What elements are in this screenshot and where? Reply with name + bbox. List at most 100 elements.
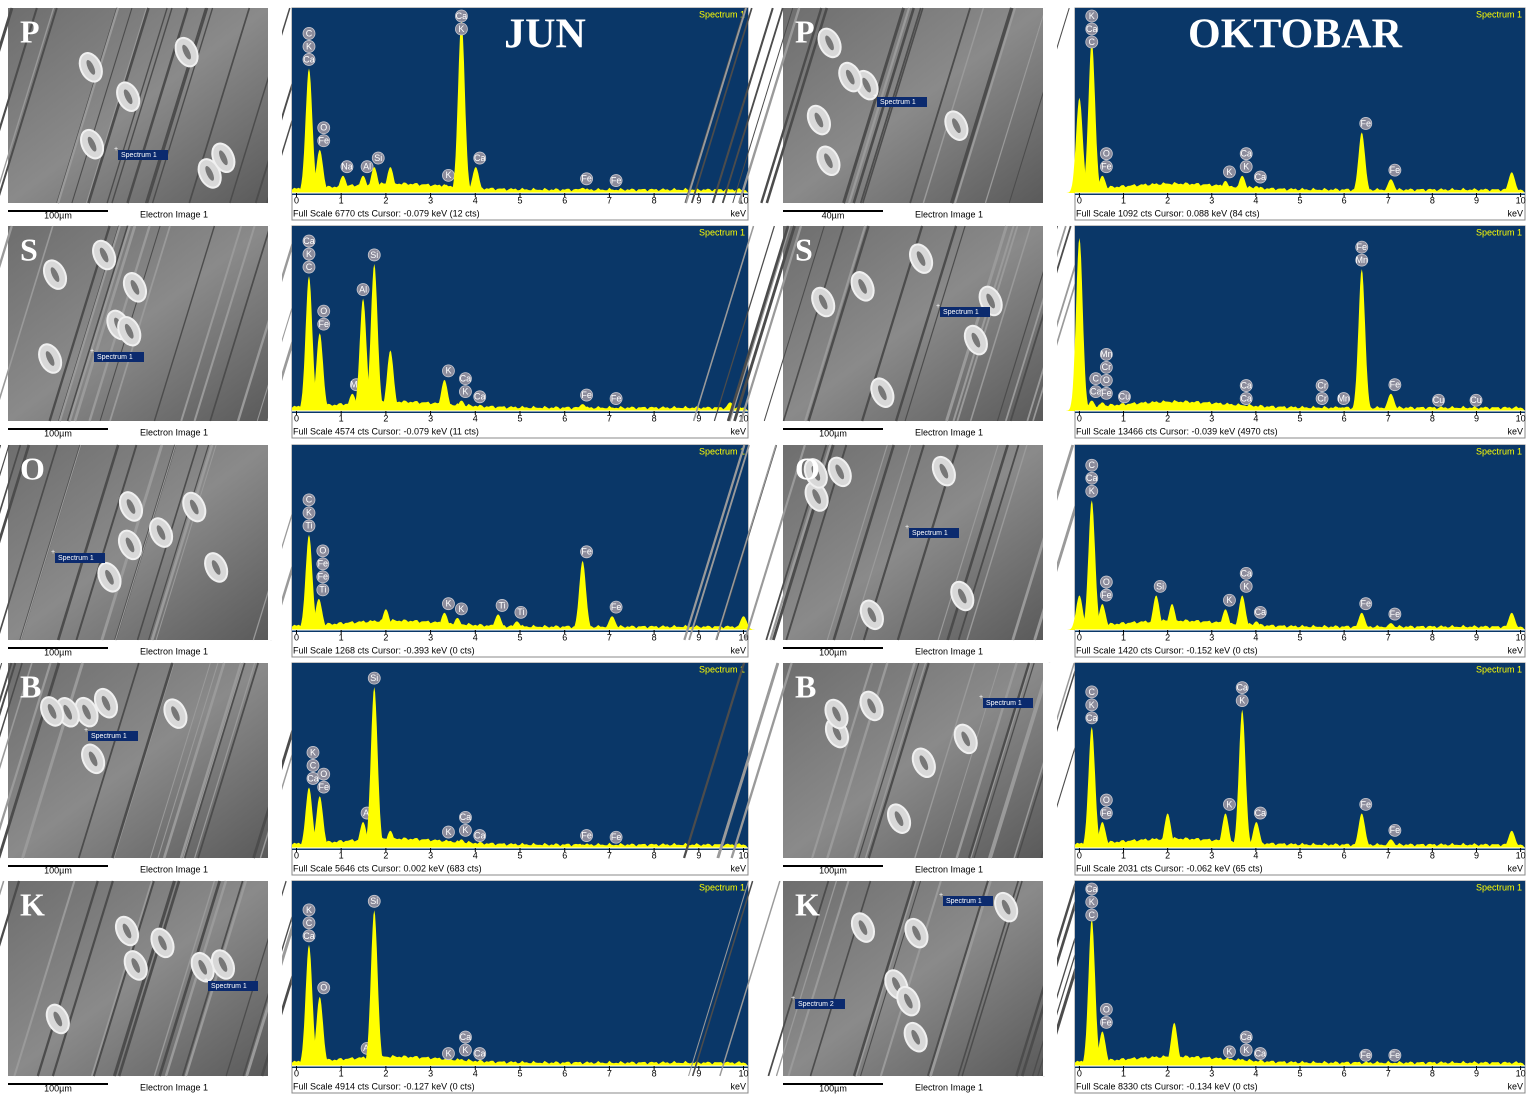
peak-label: Si: [370, 673, 378, 683]
sem-image: [694, 226, 1094, 421]
peak-label: K: [1226, 595, 1232, 605]
sem-caption: Electron Image 1: [915, 209, 983, 219]
x-tick-label: 5: [517, 632, 522, 642]
peak-label: O: [320, 983, 327, 993]
x-tick-label: 8: [1430, 195, 1435, 205]
spectrum-marker: Spectrum 1: [121, 152, 157, 159]
peak-label: K: [1239, 695, 1245, 705]
peak-label: Fe: [318, 782, 329, 792]
panel-letter: P: [20, 13, 40, 49]
x-tick-label: 2: [383, 1068, 388, 1078]
x-tick-label: 3: [1209, 632, 1214, 642]
peak-label: Ca: [1086, 24, 1098, 34]
peak-label: Fe: [1390, 609, 1401, 619]
sem-ridge: [0, 881, 4, 1076]
unit-label: keV: [730, 208, 746, 218]
x-tick-label: 1: [339, 850, 344, 860]
x-tick-label: 2: [1165, 1068, 1170, 1078]
marker-cross: +: [114, 146, 118, 153]
spectrum-marker: Spectrum 1: [943, 309, 979, 316]
peak-label: O: [1103, 375, 1110, 385]
spectrum-plot: [292, 445, 748, 632]
peak-label: Fe: [1101, 388, 1112, 398]
peak-label: K: [445, 827, 451, 837]
spectrum-plot: [1075, 445, 1525, 632]
peak-label: K: [445, 1048, 451, 1058]
peak-label: K: [306, 249, 312, 259]
peak-label: Si: [370, 250, 378, 260]
peak-label: Fe: [318, 572, 329, 582]
x-tick-label: 3: [1209, 1068, 1214, 1078]
x-tick-label: 5: [1297, 632, 1302, 642]
scale-label: 100µm: [44, 210, 72, 220]
peak-label: Ca: [1240, 1032, 1252, 1042]
panel-letter: K: [795, 886, 820, 922]
x-tick-label: 1: [1121, 195, 1126, 205]
sem-mask: [1043, 663, 1057, 858]
peak-label: Mn: [1337, 393, 1350, 403]
spectrum-marker: Spectrum 1: [986, 700, 1022, 707]
x-tick-label: 5: [1297, 413, 1302, 423]
spectrum-marker: Spectrum 1: [58, 555, 94, 562]
sem-caption: Electron Image 1: [915, 864, 983, 874]
spectrum-title: Spectrum 1: [1476, 664, 1522, 674]
x-tick-label: 3: [1209, 413, 1214, 423]
sem-caption: Electron Image 1: [140, 864, 208, 874]
peak-label: C: [1089, 687, 1096, 697]
marker-cross: +: [873, 93, 877, 100]
x-tick-label: 2: [383, 413, 388, 423]
panel-letter: B: [795, 668, 816, 704]
spectrum-marker: Spectrum 1: [91, 733, 127, 740]
x-tick-label: 7: [607, 1068, 612, 1078]
x-tick-label: 2: [383, 632, 388, 642]
peak-label: Cu: [1470, 395, 1482, 405]
peak-label: Al: [363, 162, 371, 172]
x-tick-label: 3: [428, 632, 433, 642]
x-tick-label: 1: [339, 195, 344, 205]
x-tick-label: 5: [517, 413, 522, 423]
x-tick-label: 4: [1253, 195, 1258, 205]
x-tick-label: 1: [339, 1068, 344, 1078]
x-tick-label: 0: [1077, 632, 1082, 642]
x-tick-label: 4: [473, 632, 478, 642]
x-tick-label: 9: [1474, 632, 1479, 642]
x-tick-label: 2: [1165, 195, 1170, 205]
status-line: Full Scale 2031 cts Cursor: -0.062 keV (…: [1076, 863, 1263, 873]
sem-caption: Electron Image 1: [140, 427, 208, 437]
peak-label: Fe: [611, 832, 622, 842]
peak-label: K: [445, 366, 451, 376]
peak-label: K: [1226, 1047, 1232, 1057]
peak-label: K: [306, 41, 312, 51]
x-tick-label: 6: [1342, 195, 1347, 205]
spectrum-plot: [1075, 226, 1525, 413]
x-tick-label: 8: [652, 1068, 657, 1078]
peak-label: Ca: [460, 812, 472, 822]
peak-label: Fe: [581, 390, 592, 400]
x-tick-label: 7: [1386, 195, 1391, 205]
x-tick-label: 2: [1165, 850, 1170, 860]
sem-image: [689, 881, 1103, 1076]
x-tick-label: 8: [652, 195, 657, 205]
scale-label: 100µm: [819, 865, 847, 875]
spectrum-title: Spectrum 1: [1476, 227, 1522, 237]
x-tick-label: 2: [383, 195, 388, 205]
x-tick-label: 3: [428, 195, 433, 205]
peak-label: Fe: [1361, 118, 1372, 128]
scale-label: 40µm: [822, 210, 845, 220]
peak-label: C: [306, 918, 313, 928]
peak-label: Ca: [1086, 884, 1098, 894]
peak-label: Ca: [1255, 808, 1267, 818]
sem-mask: [268, 663, 282, 858]
x-tick-label: 6: [562, 413, 567, 423]
scale-label: 100µm: [44, 647, 72, 657]
peak-label: Ca: [1240, 568, 1252, 578]
panel-letter: O: [20, 450, 45, 486]
status-line: Full Scale 6770 cts Cursor: -0.079 keV (…: [293, 208, 480, 218]
peak-label: Fe: [318, 559, 329, 569]
marker-cross: +: [84, 727, 88, 734]
x-tick-label: 0: [1077, 850, 1082, 860]
unit-label: keV: [1507, 426, 1523, 436]
x-tick-label: 10: [1516, 632, 1526, 642]
x-tick-label: 6: [562, 632, 567, 642]
x-tick-label: 4: [1253, 632, 1258, 642]
